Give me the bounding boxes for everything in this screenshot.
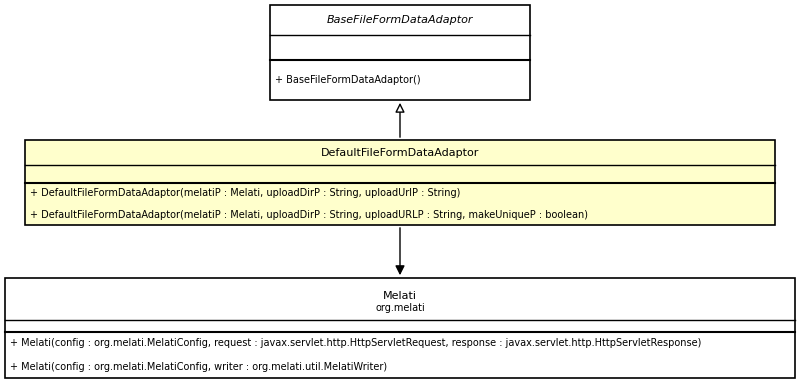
Bar — [5, 278, 795, 378]
Text: + Melati(config : org.melati.MelatiConfig, writer : org.melati.util.MelatiWriter: + Melati(config : org.melati.MelatiConfi… — [10, 361, 387, 372]
Text: DefaultFileFormDataAdaptor: DefaultFileFormDataAdaptor — [321, 147, 479, 158]
Text: BaseFileFormDataAdaptor: BaseFileFormDataAdaptor — [326, 15, 474, 25]
Text: org.melati: org.melati — [375, 303, 425, 313]
Bar — [25, 140, 775, 225]
Bar — [270, 5, 530, 100]
Text: Melati: Melati — [383, 291, 417, 301]
Text: + Melati(config : org.melati.MelatiConfig, request : javax.servlet.http.HttpServ: + Melati(config : org.melati.MelatiConfi… — [10, 339, 702, 349]
Text: + DefaultFileFormDataAdaptor(melatiP : Melati, uploadDirP : String, uploadUrlP :: + DefaultFileFormDataAdaptor(melatiP : M… — [30, 188, 460, 199]
Text: + BaseFileFormDataAdaptor(): + BaseFileFormDataAdaptor() — [275, 75, 421, 85]
Text: + DefaultFileFormDataAdaptor(melatiP : Melati, uploadDirP : String, uploadURLP :: + DefaultFileFormDataAdaptor(melatiP : M… — [30, 209, 588, 219]
